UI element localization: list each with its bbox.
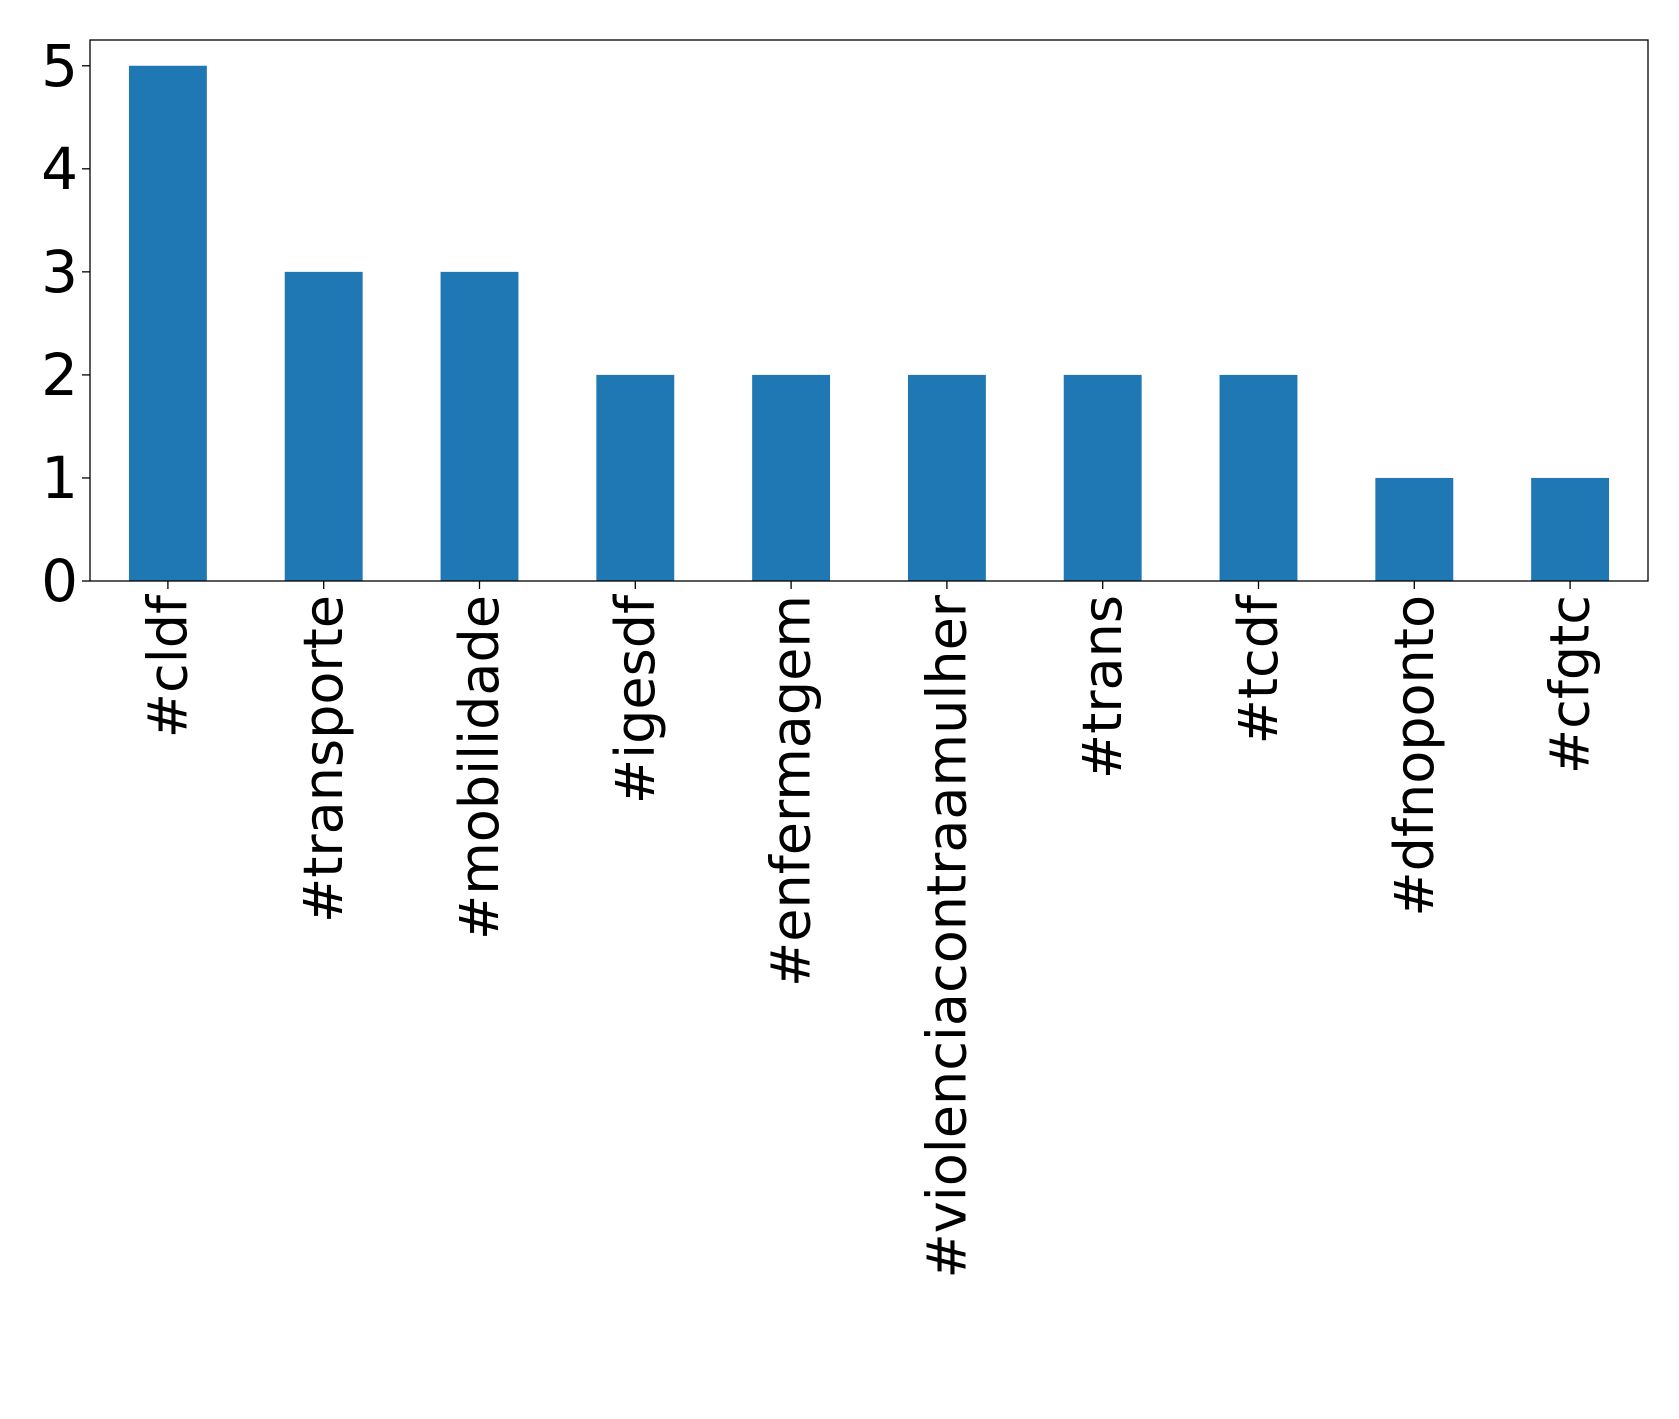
x-tick-label-7: #tcdf xyxy=(1227,593,1290,744)
bar-4 xyxy=(752,374,831,581)
x-tick-label-2: #mobilidade xyxy=(448,595,511,940)
y-tick-label-2: 2 xyxy=(41,341,78,409)
x-tick-label-8: #dfnoponto xyxy=(1383,595,1446,917)
bar-7 xyxy=(1219,374,1298,581)
bar-9 xyxy=(1531,477,1610,581)
bar-5 xyxy=(907,374,986,581)
y-tick-label-4: 4 xyxy=(41,135,78,203)
x-tick-label-3: #igesdf xyxy=(604,593,667,804)
x-tick-label-4: #enfermagem xyxy=(760,595,823,987)
y-tick-label-0: 0 xyxy=(41,547,78,615)
x-axis: #cldf #transporte #mobilidade #igesdf #enfer… xyxy=(136,581,1602,1278)
bar-2 xyxy=(440,271,519,581)
bar-8 xyxy=(1375,477,1454,581)
bar-1 xyxy=(284,271,363,581)
y-tick-label-3: 3 xyxy=(41,238,78,306)
y-tick-label-5: 5 xyxy=(41,32,78,100)
bars-group xyxy=(128,65,1610,581)
x-tick-label-1: #transporte xyxy=(292,595,355,923)
x-tick-label-5: #violenciacontraamulher xyxy=(915,594,978,1278)
x-tick-label-6: #trans xyxy=(1071,595,1134,779)
bar-6 xyxy=(1063,374,1142,581)
bar-3 xyxy=(596,374,675,581)
y-axis: 0 1 2 3 4 5 xyxy=(41,32,90,615)
bar-0 xyxy=(128,65,207,581)
y-tick-label-1: 1 xyxy=(41,444,78,512)
plot-frame xyxy=(89,39,1649,582)
x-tick-label-9: #cfgtc xyxy=(1539,595,1602,774)
x-tick-label-0: #cldf xyxy=(136,593,199,738)
